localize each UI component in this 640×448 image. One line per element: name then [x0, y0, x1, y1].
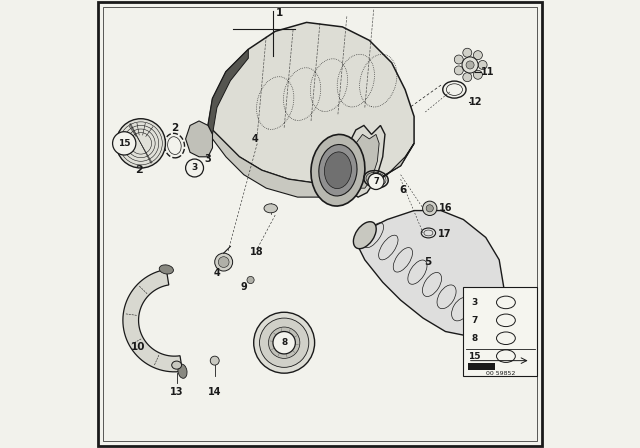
- Text: 3: 3: [191, 164, 198, 172]
- Text: 8: 8: [472, 334, 477, 343]
- Circle shape: [454, 55, 463, 64]
- Polygon shape: [356, 211, 504, 336]
- Circle shape: [247, 276, 254, 284]
- Circle shape: [426, 205, 433, 212]
- Text: 4: 4: [252, 134, 259, 144]
- Polygon shape: [186, 121, 212, 157]
- Text: 2: 2: [134, 165, 143, 175]
- Circle shape: [463, 48, 472, 57]
- Text: 14: 14: [208, 387, 221, 397]
- Circle shape: [253, 312, 315, 373]
- Circle shape: [368, 173, 384, 190]
- Circle shape: [186, 159, 204, 177]
- Text: 00 59852: 00 59852: [486, 370, 515, 376]
- Circle shape: [466, 61, 474, 69]
- Ellipse shape: [264, 204, 278, 213]
- Polygon shape: [208, 125, 414, 197]
- Circle shape: [116, 119, 165, 168]
- Ellipse shape: [311, 134, 365, 206]
- Text: 5: 5: [424, 257, 431, 267]
- Text: 17: 17: [438, 229, 451, 239]
- Circle shape: [218, 257, 229, 267]
- Text: 7: 7: [472, 316, 477, 325]
- Circle shape: [273, 332, 295, 354]
- Circle shape: [474, 70, 483, 79]
- Circle shape: [454, 66, 463, 75]
- Ellipse shape: [172, 361, 182, 369]
- Ellipse shape: [178, 364, 187, 378]
- Polygon shape: [123, 269, 182, 372]
- Polygon shape: [208, 22, 414, 184]
- Text: 3: 3: [472, 298, 477, 307]
- Text: 9: 9: [241, 282, 247, 292]
- Bar: [463, 287, 538, 376]
- Bar: [468, 363, 495, 370]
- Text: 4: 4: [214, 268, 220, 278]
- Text: 15: 15: [468, 352, 481, 361]
- Circle shape: [113, 132, 136, 155]
- Ellipse shape: [159, 265, 173, 274]
- Circle shape: [210, 356, 219, 365]
- Circle shape: [478, 60, 487, 69]
- Text: 13: 13: [170, 387, 184, 397]
- Circle shape: [260, 318, 308, 367]
- Polygon shape: [208, 49, 248, 134]
- Ellipse shape: [353, 222, 376, 249]
- Circle shape: [269, 327, 300, 358]
- Circle shape: [462, 57, 478, 73]
- Circle shape: [214, 253, 232, 271]
- Ellipse shape: [319, 145, 357, 196]
- Text: 12: 12: [468, 97, 482, 107]
- Text: 18: 18: [250, 247, 263, 257]
- Text: 8: 8: [281, 338, 287, 347]
- Text: 3: 3: [205, 154, 211, 164]
- Text: 10: 10: [131, 342, 146, 352]
- Text: 6: 6: [399, 185, 406, 195]
- Text: 2: 2: [171, 123, 178, 133]
- Polygon shape: [353, 134, 379, 188]
- Text: 15: 15: [118, 139, 131, 148]
- Ellipse shape: [324, 152, 351, 189]
- Circle shape: [463, 73, 472, 82]
- Polygon shape: [346, 125, 385, 197]
- Circle shape: [474, 51, 483, 60]
- Text: 11: 11: [481, 67, 495, 77]
- Text: 1: 1: [276, 9, 284, 18]
- Text: 16: 16: [439, 203, 452, 213]
- Text: 7: 7: [373, 177, 379, 186]
- Circle shape: [422, 201, 437, 215]
